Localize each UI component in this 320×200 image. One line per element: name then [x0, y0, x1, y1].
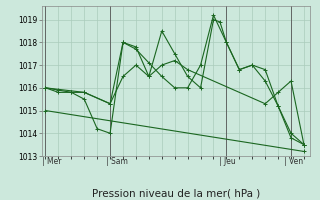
Text: | Mer: | Mer — [0, 199, 1, 200]
Text: | Sam: | Sam — [0, 199, 1, 200]
Text: | Mer: | Mer — [42, 158, 61, 166]
Text: | Sam: | Sam — [106, 158, 128, 166]
Text: | Ven: | Ven — [284, 158, 303, 166]
Text: | Ven: | Ven — [0, 199, 1, 200]
Text: | Jeu: | Jeu — [0, 199, 1, 200]
Text: | Jeu: | Jeu — [219, 158, 236, 166]
Text: Pression niveau de la mer( hPa ): Pression niveau de la mer( hPa ) — [92, 189, 260, 199]
